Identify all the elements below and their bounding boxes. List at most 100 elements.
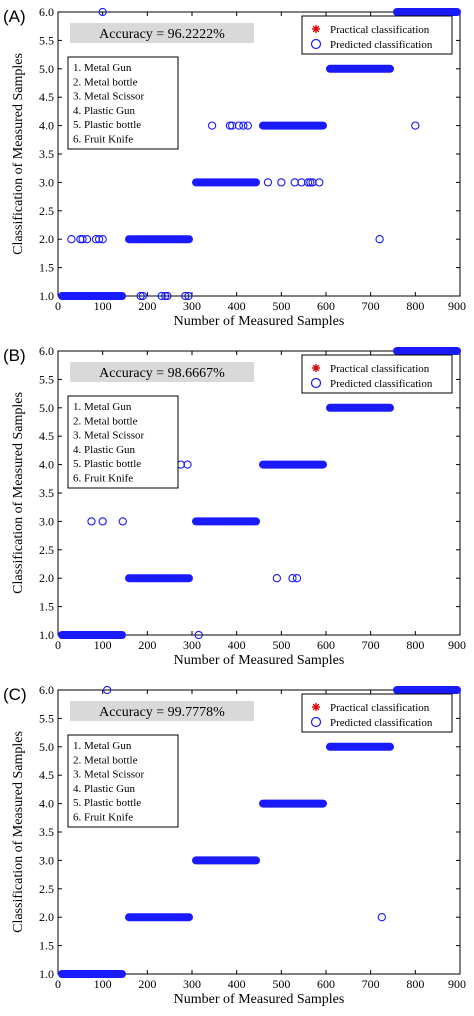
legend-box [301, 693, 453, 733]
plot-frame [57, 350, 461, 636]
x-tick-label: 100 [94, 299, 112, 313]
legend-predicted-label: Predicted classification [330, 378, 433, 390]
legend-practical-label: Practical classification [330, 702, 430, 714]
y-tick-label: 3.5 [39, 486, 54, 500]
predicted-band-class-1 [58, 970, 126, 978]
y-tick-label: 2.5 [39, 204, 54, 218]
predicted-point [98, 7, 107, 17]
x-tick-label: 700 [362, 977, 380, 991]
predicted-point [375, 235, 384, 244]
predicted-band-class-6 [393, 686, 461, 694]
predicted-band-class-6 [393, 347, 461, 355]
predicted-point [183, 460, 192, 469]
predicted-band-class-4 [259, 799, 327, 808]
predicted-point [411, 121, 420, 130]
predicted-band-class-3 [192, 517, 260, 526]
legend-predicted-marker [310, 38, 322, 50]
x-tick-label: 400 [228, 638, 246, 652]
class-key-item: 3. Metal Scissor [73, 769, 145, 781]
y-tick-label: 3.5 [39, 825, 54, 839]
predicted-point [234, 121, 244, 130]
predicted-point [98, 517, 107, 526]
y-tick-label: 6.0 [39, 344, 54, 358]
predicted-point [239, 121, 248, 130]
predicted-point [102, 685, 112, 695]
predicted-band-class-1 [58, 631, 126, 639]
y-tick-label: 5.5 [39, 33, 54, 47]
y-tick-label: 5.5 [39, 372, 54, 386]
y-tick-label: 2.0 [39, 910, 54, 924]
legend-predicted-marker [310, 716, 322, 728]
x-tick-label: 300 [183, 638, 201, 652]
y-tick-label: 2.5 [39, 882, 54, 896]
legend-practical-star-stroke [312, 364, 320, 372]
y-tick-label: 4.5 [39, 429, 54, 443]
predicted-point [303, 178, 313, 187]
predicted-point [377, 913, 386, 922]
y-tick-label: 3.0 [39, 514, 54, 528]
class-key-box [67, 395, 179, 489]
panel-b: (B) 1.0 1.5 2.0 2.5 3.0 3.5 4.0 4.5 5.0 5.5 6.0 0 100… [0, 339, 474, 678]
predicted-band-class-3 [192, 178, 260, 187]
y-tick-label: 1.0 [39, 967, 54, 981]
predicted-point [67, 235, 76, 244]
x-tick-label: 500 [272, 638, 290, 652]
class-key-item: 5. Plastic bottle [73, 797, 141, 809]
x-tick-label: 200 [138, 299, 156, 313]
legend-box [301, 354, 453, 394]
y-tick-label: 6.0 [39, 683, 54, 697]
predicted-point [94, 235, 104, 244]
predicted-band-class-2 [125, 574, 193, 583]
class-key-item: 1. Metal Gun [73, 401, 132, 413]
predicted-band-class-3 [192, 856, 260, 865]
class-key-item: 6. Fruit Knife [73, 812, 133, 824]
x-tick-label: 900 [448, 299, 466, 313]
x-tick-label: 700 [362, 299, 380, 313]
y-tick-label: 5.0 [39, 740, 54, 754]
class-key-item: 4. Plastic Gun [73, 105, 136, 117]
y-axis-title: Classification of Measured Samples [11, 731, 26, 933]
plot-frame [57, 689, 461, 975]
panel-a: (A) 1.0 1.5 2.0 2.5 3.0 3.5 4.0 4.5 5.0 5.5 6.0 0 100… [0, 0, 474, 339]
legend-predicted-label: Predicted classification [330, 39, 433, 51]
y-tick-label: 4.5 [39, 90, 54, 104]
panel-label: (B) [3, 346, 26, 365]
y-tick-label: 4.0 [39, 797, 54, 811]
legend-box [301, 15, 453, 55]
x-tick-label: 800 [406, 638, 424, 652]
class-key-item: 1. Metal Gun [73, 62, 132, 74]
x-tick-label: 100 [94, 638, 112, 652]
predicted-point [225, 121, 235, 130]
class-key-box [67, 56, 179, 150]
legend-practical-star-stroke [312, 25, 320, 33]
predicted-point [163, 291, 172, 301]
predicted-point [87, 517, 96, 526]
predicted-point [136, 291, 145, 301]
y-axis-title: Classification of Measured Samples [11, 392, 26, 594]
class-key-box [67, 734, 179, 828]
predicted-point [138, 291, 148, 301]
class-key-item: 6. Fruit Knife [73, 473, 133, 485]
y-tick-label: 1.5 [39, 600, 54, 614]
x-tick-label: 0 [55, 299, 61, 313]
y-tick-label: 1.0 [39, 289, 54, 303]
legend-predicted-label: Predicted classification [330, 717, 433, 729]
x-tick-label: 700 [362, 638, 380, 652]
predicted-point [82, 235, 92, 244]
accuracy-text: Accuracy = 99.7778% [99, 705, 225, 720]
legend-predicted-marker [310, 377, 322, 389]
y-tick-label: 3.5 [39, 147, 54, 161]
accuracy-box [70, 23, 254, 43]
predicted-band-class-4 [259, 460, 327, 469]
predicted-point [161, 291, 170, 301]
y-tick-label: 4.5 [39, 768, 54, 782]
x-tick-label: 900 [448, 977, 466, 991]
x-tick-label: 300 [183, 977, 201, 991]
predicted-point [207, 121, 217, 130]
x-tick-label: 800 [406, 299, 424, 313]
class-key-item: 2. Metal bottle [73, 76, 138, 88]
legend-practical-label: Practical classification [330, 363, 430, 375]
x-tick-label: 100 [94, 977, 112, 991]
class-key-item: 5. Plastic bottle [73, 119, 141, 131]
y-tick-label: 4.0 [39, 119, 54, 133]
